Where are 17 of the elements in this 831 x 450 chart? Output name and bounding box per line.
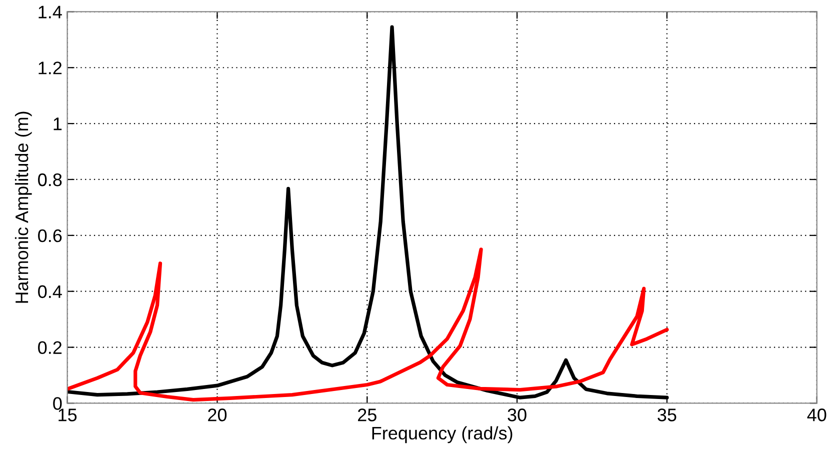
y-tick-label: 0.8 <box>38 173 62 186</box>
y-tick-label: 1.4 <box>38 6 62 18</box>
y-tick-label: 0 <box>53 397 62 410</box>
x-tick-label: 25 <box>358 408 376 422</box>
x-tick-label: 20 <box>208 408 227 422</box>
x-tick-label: 35 <box>658 408 676 422</box>
line-series <box>67 248 669 402</box>
x-tick-label: 30 <box>508 408 526 422</box>
x-tick-label: 40 <box>807 408 826 422</box>
x-axis-title: Frequency (rad/s) <box>372 426 512 444</box>
y-tick-label: 1.2 <box>38 62 62 74</box>
y-tick-label: 0.4 <box>38 285 62 298</box>
x-tick-label: 15 <box>58 408 77 422</box>
y-tick-label: 1 <box>54 118 62 130</box>
y-tick-label: 0.6 <box>38 229 62 242</box>
y-axis-title: Harmonic Amplitude (m) <box>14 112 32 303</box>
y-tick-label: 0.2 <box>38 341 62 354</box>
